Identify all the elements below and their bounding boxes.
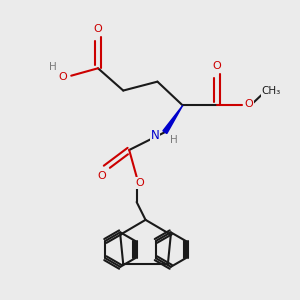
Text: O: O (136, 178, 145, 188)
Text: O: O (212, 61, 221, 71)
Text: O: O (58, 72, 67, 82)
Text: O: O (94, 24, 102, 34)
Text: CH₃: CH₃ (261, 86, 280, 96)
Text: H: H (49, 62, 57, 72)
Text: O: O (98, 171, 106, 181)
Text: O: O (244, 99, 253, 109)
Text: H: H (170, 136, 178, 146)
Text: N: N (151, 129, 160, 142)
Polygon shape (163, 105, 183, 134)
